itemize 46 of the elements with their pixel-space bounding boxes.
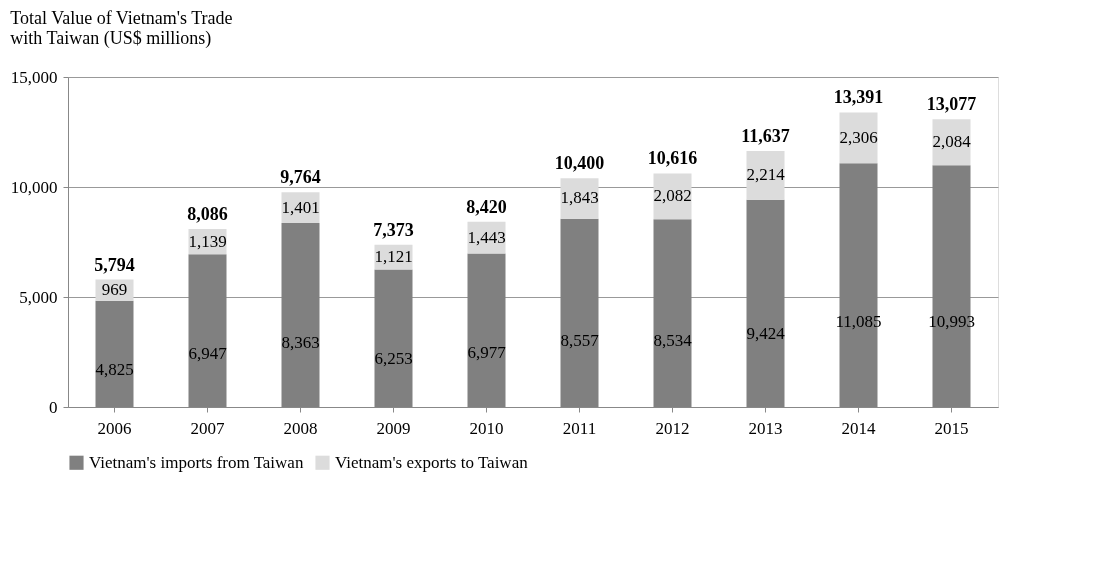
total-label: 13,391	[833, 87, 884, 108]
data-label: 6,977	[467, 343, 507, 363]
total-label: 8,086	[187, 204, 228, 225]
data-label: 2,084	[932, 132, 972, 152]
total-label: 7,373	[373, 219, 414, 240]
data-label: 1,401	[281, 197, 320, 217]
data-label: 969	[101, 280, 128, 300]
legend-label: Vietnam's exports to Taiwan	[335, 452, 529, 472]
data-label: 6,947	[188, 343, 228, 363]
data-label: 8,534	[653, 331, 693, 351]
data-label: 1,843	[560, 188, 599, 208]
x-tick-label: 2014	[841, 418, 876, 438]
total-label: 13,077	[926, 94, 977, 115]
x-tick-label: 2008	[283, 418, 318, 438]
x-tick-label: 2007	[190, 418, 225, 438]
y-tick-label: 5,000	[19, 287, 58, 307]
data-label: 2,306	[839, 127, 878, 147]
x-tick-label: 2012	[655, 418, 690, 438]
x-tick-label: 2010	[469, 418, 504, 438]
data-label: 8,557	[560, 331, 600, 351]
data-label: 4,825	[95, 359, 134, 379]
total-label: 10,400	[554, 153, 605, 174]
data-label: 9,424	[746, 324, 786, 344]
legend-label: Vietnam's imports from Taiwan	[89, 452, 304, 472]
data-label: 1,139	[188, 231, 227, 251]
y-tick-label: 15,000	[10, 67, 58, 87]
chart-title: Total Value of Vietnam's Trade with Taiwan (US$ millions)	[10, 8, 233, 49]
total-label: 5,794	[94, 254, 135, 275]
data-label: 1,121	[374, 247, 413, 267]
x-tick-label: 2015	[934, 418, 969, 438]
y-tick-label: 10,000	[10, 177, 58, 197]
data-label: 2,214	[746, 165, 786, 185]
data-label: 1,443	[467, 227, 506, 247]
x-tick-label: 2011	[562, 418, 597, 438]
x-tick-label: 2006	[97, 418, 132, 438]
bar	[746, 150, 785, 200]
y-tick-label: 0	[49, 397, 58, 417]
data-label: 6,253	[374, 348, 413, 368]
total-label: 9,764	[280, 167, 321, 188]
total-label: 11,637	[741, 125, 790, 146]
total-label: 10,616	[647, 148, 698, 169]
data-label: 8,363	[281, 332, 320, 352]
total-label: 8,420	[466, 196, 507, 217]
x-tick-label: 2009	[376, 418, 411, 438]
data-label: 2,082	[653, 186, 692, 206]
x-tick-label: 2013	[748, 418, 783, 438]
